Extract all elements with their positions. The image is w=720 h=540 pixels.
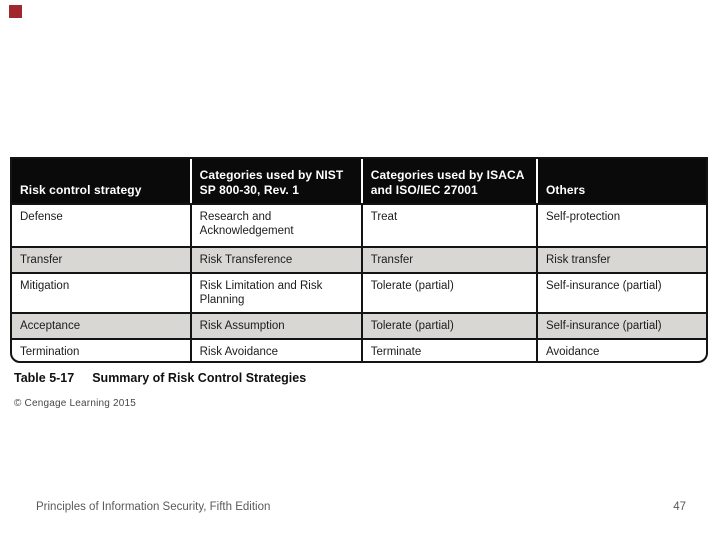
- footer-page-number: 47: [673, 501, 686, 513]
- column-header-others: Others: [535, 159, 706, 203]
- risk-control-table-figure: Risk control strategy Categories used by…: [10, 157, 708, 363]
- table-row: Transfer Risk Transference Transfer Risk…: [12, 246, 706, 272]
- cell-strategy: Defense: [20, 211, 63, 223]
- cell-isaca: Tolerate (partial): [360, 314, 536, 338]
- table-caption: Table 5-17 Summary of Risk Control Strate…: [14, 371, 306, 385]
- cell-strategy: Acceptance: [20, 320, 81, 332]
- cell-nist: Risk Transference: [189, 248, 361, 272]
- table-row: Termination Risk Avoidance Terminate Avo…: [12, 338, 706, 361]
- copyright-credit: © Cengage Learning 2015: [14, 398, 137, 409]
- cell-others: Avoidance: [535, 340, 706, 361]
- accent-square: [9, 5, 22, 18]
- cell-isaca: Treat: [360, 205, 536, 246]
- cell-nist: Risk Assumption: [189, 314, 361, 338]
- cell-nist: Risk Limitation and Risk Planning: [189, 274, 361, 312]
- cell-others: Self-insurance (partial): [535, 274, 706, 312]
- table-row: Mitigation Risk Limitation and Risk Plan…: [12, 272, 706, 312]
- footer-book-title: Principles of Information Security, Fift…: [36, 501, 271, 513]
- table-row: Acceptance Risk Assumption Tolerate (par…: [12, 312, 706, 338]
- column-header-nist: Categories used by NIST SP 800-30, Rev. …: [189, 159, 361, 203]
- cell-strategy: Termination: [20, 346, 80, 358]
- cell-strategy: Transfer: [20, 254, 63, 266]
- table-caption-label: Table 5-17: [14, 371, 75, 385]
- cell-isaca: Transfer: [360, 248, 536, 272]
- cell-nist: Research and Acknowledgement: [189, 205, 361, 246]
- column-header-isaca-iso: Categories used by ISACA and ISO/IEC 270…: [360, 159, 536, 203]
- table-header-row: Risk control strategy Categories used by…: [12, 159, 706, 203]
- table-row: Defense Research and Acknowledgement Tre…: [12, 203, 706, 246]
- cell-isaca: Terminate: [360, 340, 536, 361]
- column-header-risk-control-strategy: Risk control strategy: [20, 182, 142, 197]
- cell-others: Self-insurance (partial): [535, 314, 706, 338]
- cell-others: Self-protection: [535, 205, 706, 246]
- cell-strategy: Mitigation: [20, 280, 70, 292]
- cell-isaca: Tolerate (partial): [360, 274, 536, 312]
- table-caption-title: Summary of Risk Control Strategies: [92, 371, 307, 385]
- cell-others: Risk transfer: [535, 248, 706, 272]
- cell-nist: Risk Avoidance: [189, 340, 361, 361]
